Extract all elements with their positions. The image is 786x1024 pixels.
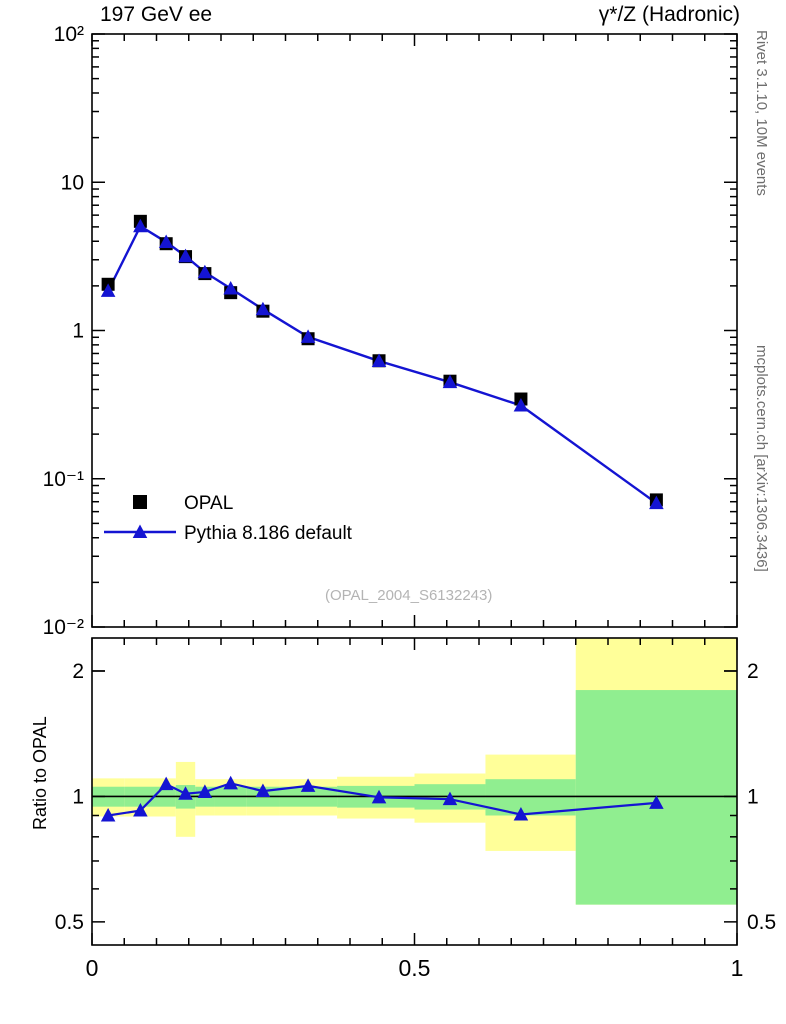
ratio-marker-triangle [158, 776, 174, 791]
mc-marker-triangle [442, 374, 458, 389]
main-y-axis-ticks [92, 33, 737, 628]
dataset-watermark: (OPAL_2004_S6132243) [325, 587, 493, 604]
main-y-tick-label: 10⁻¹ [43, 468, 84, 491]
ratio-marker-triangle [442, 791, 458, 806]
x-tick-label: 0 [86, 955, 99, 981]
ratio-marker-triangle [649, 795, 664, 809]
mc-marker-triangle [197, 264, 213, 279]
x-tick-label: 0.5 [399, 955, 431, 981]
mc-marker-triangle [223, 280, 238, 295]
ratio-marker-triangle [178, 786, 193, 800]
mc-marker-triangle [255, 301, 271, 316]
mc-marker-triangle [158, 234, 174, 249]
ratio-y-tick-label-left: 1 [72, 785, 84, 808]
mc-marker-triangle [133, 218, 148, 233]
legend-label-pythia: Pythia 8.186 default [184, 523, 353, 544]
ratio-marker-triangle [255, 783, 271, 798]
ratio-series-markers [100, 775, 664, 822]
header-right-title: γ*/Z (Hadronic) [598, 3, 740, 26]
mc-marker-triangle [371, 353, 387, 368]
main-y-tick-label: 1 [72, 320, 84, 343]
ratio-y-tick-label-left: 2 [72, 660, 84, 683]
ratio-marker-triangle [513, 806, 529, 821]
legend-marker-triangle [132, 524, 148, 538]
mc-marker-triangle [300, 329, 316, 343]
ratio-y-tick-label-right: 0.5 [747, 911, 776, 934]
ratio-y-tick-label-right: 1 [747, 785, 759, 808]
legend-label-opal: OPAL [184, 493, 233, 514]
x-tick-label: 1 [731, 955, 744, 981]
mc-marker-triangle [178, 248, 193, 263]
ratio-marker-triangle [300, 778, 316, 792]
ratio-y-tick-label-right: 2 [747, 660, 759, 683]
legend [104, 495, 176, 538]
ratio-marker-triangle [100, 807, 116, 822]
ratio-y-tick-label-left: 0.5 [55, 911, 84, 934]
ratio-marker-triangle [133, 802, 148, 817]
main-y-tick-label: 10 [61, 171, 84, 194]
ratio-marker-triangle [197, 784, 213, 798]
mc-series-markers [100, 218, 664, 510]
main-x-axis-ticks [91, 34, 738, 627]
ratio-marker-triangle [223, 775, 238, 790]
main-y-tick-label: 10² [54, 23, 84, 46]
ratio-marker-triangle [371, 789, 387, 804]
legend-marker-square [133, 495, 147, 509]
mc-marker-triangle [513, 397, 529, 412]
header-left-title: 197 GeV ee [100, 3, 213, 26]
ratio-uncertainty-bands [92, 638, 737, 905]
main-y-tick-label: 10⁻² [43, 616, 84, 639]
ratio-x-axis-ticks [91, 638, 738, 945]
mc-marker-triangle [649, 495, 664, 510]
mc-marker-triangle [100, 283, 116, 297]
